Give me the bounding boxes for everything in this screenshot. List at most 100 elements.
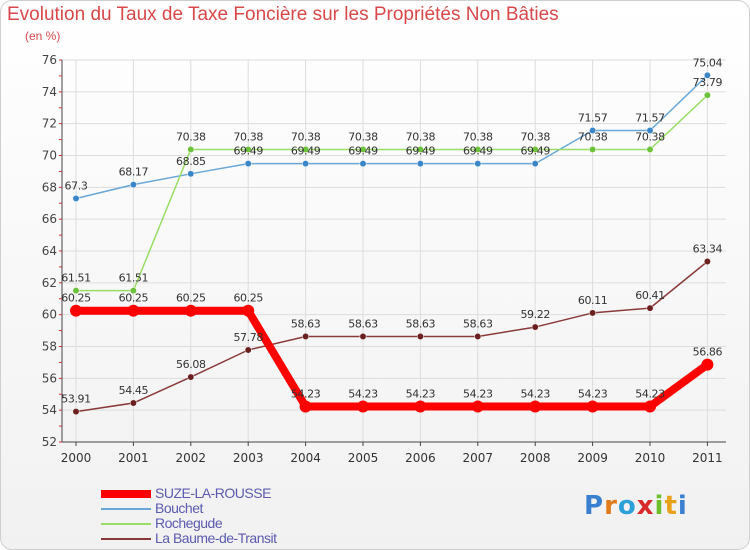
series-line (76, 94, 708, 292)
data-point (359, 146, 367, 153)
data-label: 58.63 (406, 317, 436, 330)
data-point (302, 160, 310, 168)
data-point (701, 358, 714, 371)
data-point (529, 400, 542, 413)
x-tick-label: 2006 (405, 451, 436, 465)
x-tick-label: 2003 (233, 451, 264, 465)
data-point (244, 146, 252, 153)
x-tick-label: 2002 (176, 451, 207, 465)
logo-letter: o (617, 491, 637, 521)
x-tick-label: 2010 (635, 451, 666, 465)
data-point (242, 304, 255, 317)
data-point (187, 146, 195, 153)
data-point (357, 400, 369, 413)
data-label: 60.11 (578, 294, 608, 307)
x-tick-label: 2001 (118, 451, 149, 465)
y-tick-label: 68 (42, 180, 57, 194)
data-point (187, 170, 195, 178)
data-label: 75.04 (693, 56, 723, 69)
data-label: 70.38 (520, 130, 550, 143)
data-point (129, 181, 137, 189)
data-point (129, 399, 137, 407)
data-label: 70.38 (635, 130, 665, 143)
data-label: 68.17 (119, 166, 149, 179)
data-label: 69.49 (291, 145, 321, 158)
data-label: 73.79 (693, 76, 723, 89)
data-label: 63.34 (693, 243, 723, 256)
data-point (703, 71, 711, 79)
data-point (471, 400, 484, 413)
legend-swatch-baume (101, 538, 151, 540)
data-label: 70.38 (406, 130, 436, 143)
data-point (589, 127, 597, 134)
logo-letter: i (654, 491, 665, 521)
logo-letter: x (636, 491, 655, 521)
legend-label-bouchet: Bouchet (155, 500, 203, 516)
data-point (703, 258, 711, 265)
logo-letter: i (677, 491, 688, 521)
data-label: 56.08 (176, 358, 206, 371)
data-label: 56.86 (693, 346, 723, 359)
data-point (703, 91, 711, 99)
data-point (299, 400, 312, 413)
data-point (416, 160, 424, 168)
legend-swatch-suze (101, 490, 151, 498)
x-tick-label: 2004 (290, 451, 321, 465)
series-line (75, 260, 708, 413)
y-tick-label: 54 (42, 403, 57, 417)
data-label: 54.23 (463, 388, 493, 401)
y-tick-label: 62 (42, 276, 57, 290)
data-point (359, 160, 367, 168)
data-point (244, 160, 252, 168)
x-tick-label: 2005 (348, 451, 379, 465)
y-tick-label: 70 (42, 149, 57, 163)
data-point (129, 287, 137, 295)
x-tick-label: 2011 (692, 451, 723, 465)
data-point (72, 195, 80, 202)
chart-title: Evolution du Taux de Taxe Foncière sur l… (7, 4, 559, 25)
y-tick-label: 76 (42, 53, 57, 67)
data-label: 68.85 (176, 155, 206, 168)
data-label: 58.63 (291, 317, 321, 330)
data-label: 54.23 (635, 388, 665, 401)
data-label: 71.57 (635, 112, 665, 125)
proxiti-logo: Proxiti (584, 491, 688, 521)
data-point (531, 146, 539, 153)
y-unit-label: (en %) (25, 29, 61, 43)
x-tick-label: 2000 (61, 451, 92, 465)
data-label: 54.23 (348, 388, 378, 401)
data-label: 61.51 (119, 272, 149, 285)
data-label: 70.38 (176, 130, 206, 143)
data-point (72, 408, 80, 416)
data-label: 67.3 (65, 179, 88, 192)
y-tick-label: 66 (42, 212, 57, 226)
data-label: 60.25 (233, 292, 263, 305)
data-point (302, 333, 310, 340)
data-label: 71.57 (578, 112, 608, 125)
data-label: 54.45 (119, 384, 149, 397)
data-label: 58.63 (463, 317, 493, 330)
legend-label-suze: SUZE-LA-ROUSSE (155, 485, 271, 501)
legend-label-rochegude: Rochegude (155, 515, 223, 531)
data-label: 69.49 (233, 145, 263, 158)
data-point (474, 146, 482, 153)
data-point (531, 160, 539, 168)
data-label: 70.38 (233, 130, 263, 143)
x-tick-label: 2009 (577, 451, 608, 465)
data-label: 70.38 (578, 130, 608, 143)
data-label: 70.38 (348, 130, 378, 143)
data-point (531, 323, 539, 331)
data-label: 57.78 (233, 331, 263, 344)
y-tick-label: 64 (42, 244, 57, 258)
y-tick-label: 58 (42, 340, 57, 354)
data-label: 54.23 (520, 388, 550, 401)
data-point (646, 304, 654, 312)
data-label: 69.49 (348, 145, 378, 158)
logo-letter: P (584, 491, 605, 521)
line-chart: 52 54 56 58 60 62 64 66 68 70 72 74 76 2000 2001 2002 20… (42, 53, 726, 465)
logo-letter: t (664, 491, 678, 521)
data-point (416, 333, 424, 340)
data-point (474, 160, 482, 168)
data-label: 69.49 (406, 145, 436, 158)
